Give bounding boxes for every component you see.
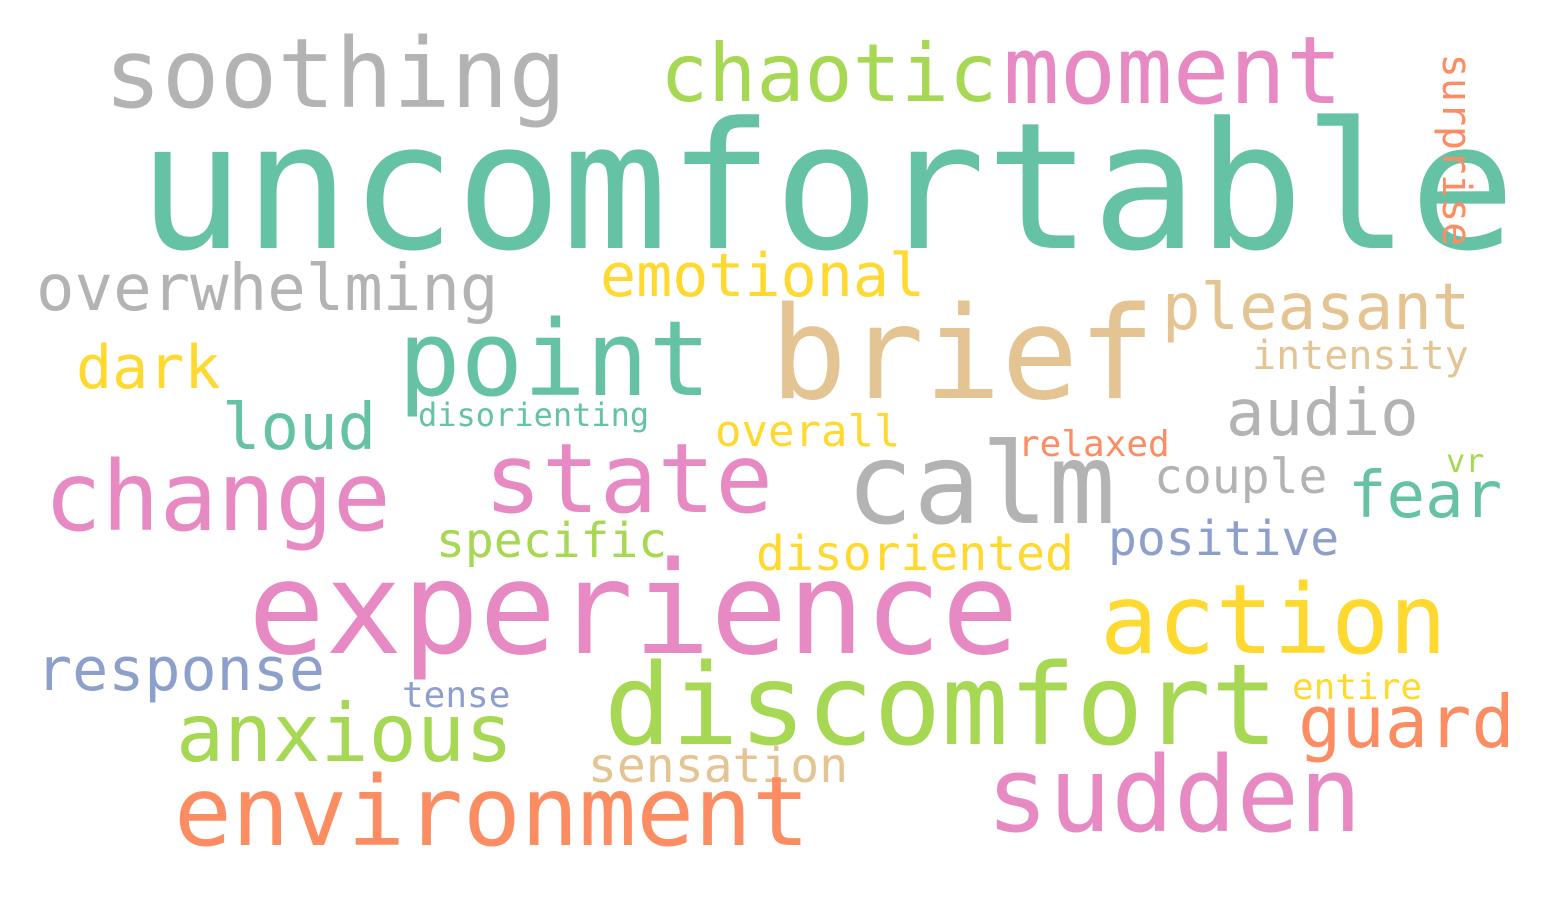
word-audio: audio bbox=[1226, 377, 1419, 451]
word-response: response bbox=[36, 635, 325, 705]
word-point: point bbox=[398, 298, 712, 420]
word-calm: calm bbox=[846, 420, 1116, 550]
word-vr: vr bbox=[1446, 442, 1485, 480]
word-entire: entire bbox=[1292, 667, 1423, 708]
word-brief: brief bbox=[770, 280, 1156, 429]
word-loud: loud bbox=[222, 391, 377, 465]
word-moment: moment bbox=[1003, 17, 1343, 126]
word-intensity: intensity bbox=[1252, 333, 1469, 379]
word-soothing: soothing bbox=[104, 18, 567, 130]
word-guard: guard bbox=[1298, 680, 1515, 764]
word-chaotic: chaotic bbox=[660, 27, 998, 120]
word-environment: environment bbox=[174, 756, 810, 868]
word-emotional: emotional bbox=[600, 241, 926, 311]
word-sudden: sudden bbox=[986, 734, 1362, 856]
word-overwhelming: overwhelming bbox=[36, 252, 499, 326]
word-sensation: sensation bbox=[588, 738, 849, 794]
word-tense: tense bbox=[402, 675, 511, 716]
word-anxious: anxious bbox=[176, 687, 514, 780]
word-change: change bbox=[44, 441, 391, 553]
word-dark: dark bbox=[76, 333, 221, 403]
word-pleasant: pleasant bbox=[1162, 271, 1471, 345]
word-disoriented: disoriented bbox=[756, 526, 1074, 582]
word-action: action bbox=[1100, 564, 1447, 676]
word-specific: specific bbox=[436, 513, 668, 569]
word-fear: fear bbox=[1348, 459, 1503, 533]
word-state: state bbox=[484, 423, 773, 535]
word-uncomfortable: uncomfortable bbox=[138, 85, 1516, 290]
word-relaxed: relaxed bbox=[1018, 424, 1170, 465]
word-overall: overall bbox=[715, 406, 901, 457]
word-discomfort: discomfort bbox=[604, 641, 1279, 771]
word-positive: positive bbox=[1108, 511, 1340, 567]
word-disorienting: disorienting bbox=[418, 396, 650, 434]
word-couple: couple bbox=[1154, 449, 1328, 505]
word-surprise: surprise bbox=[1433, 53, 1479, 247]
word-experience: experience bbox=[248, 535, 1019, 684]
